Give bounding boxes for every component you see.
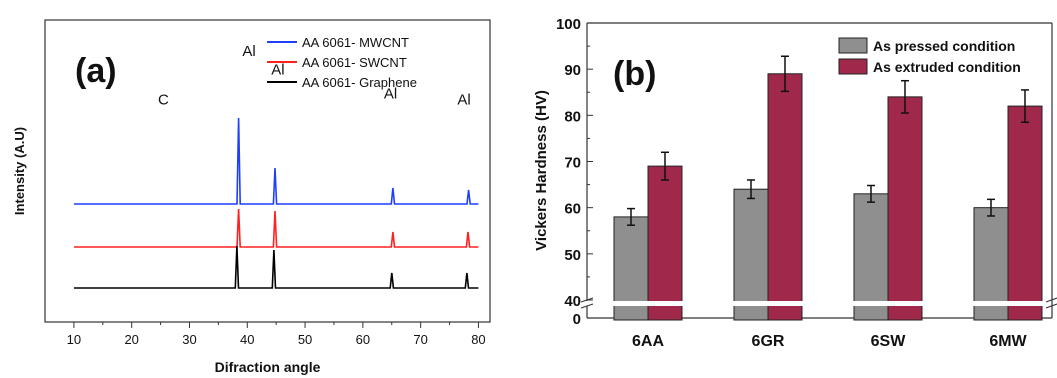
legend-label: AA 6061- SWCNT xyxy=(302,55,407,70)
legend-swatch xyxy=(838,58,868,75)
category-label: 6GR xyxy=(752,333,785,350)
x-tick-label: 10 xyxy=(67,332,81,347)
bar xyxy=(853,193,889,321)
category-label: 6MW xyxy=(989,333,1027,350)
x-tick-label: 30 xyxy=(182,332,196,347)
panel-label: (a) xyxy=(75,52,117,90)
x-tick-label: 80 xyxy=(471,332,485,347)
y-tick-label: 60 xyxy=(564,201,581,218)
legend-label: As pressed condition xyxy=(873,38,1015,54)
xrd-trace xyxy=(73,208,479,248)
peak-annotation: Al xyxy=(384,86,397,103)
xrd-chart: 10 20 30 40 50 60 70 80 Difraction angle Intensit… xyxy=(12,19,491,375)
peak-annotation: Al xyxy=(457,92,470,109)
legend-swatch xyxy=(838,37,868,54)
category-label: 6SW xyxy=(871,333,907,350)
x-tick-label: 70 xyxy=(413,332,427,347)
x-tick-label: 20 xyxy=(124,332,138,347)
x-tick-label: 60 xyxy=(356,332,370,347)
hardness-chart: 040 50 60 70 80 90 100 Vickers Hardness (HV) (b)… xyxy=(533,16,1057,350)
y-axis-label: Intensity (A.U) xyxy=(12,127,27,215)
peak-annotation: Al xyxy=(271,61,284,78)
y-tick-label: 100 xyxy=(556,16,581,33)
legend-label: AA 6061- Graphene xyxy=(302,75,417,90)
y-tick-label: 50 xyxy=(564,247,581,264)
peak-annotation: C xyxy=(158,92,169,109)
y-tick-label: 70 xyxy=(564,155,581,172)
x-tick-label: 40 xyxy=(240,332,254,347)
category-label: 6AA xyxy=(632,333,664,350)
y-tick-label: 40 xyxy=(564,293,581,310)
y-tick-label: 0 xyxy=(573,311,581,328)
x-tick-label: 50 xyxy=(298,332,312,347)
axis-break-mark xyxy=(1045,297,1057,309)
axis-break-gap xyxy=(589,301,1050,306)
axis-break-gap xyxy=(581,301,593,306)
bar xyxy=(887,96,923,321)
plot-frame xyxy=(44,19,491,323)
bar xyxy=(767,73,803,321)
y-axis-label: Vickers Hardness (HV) xyxy=(533,90,550,251)
bar xyxy=(647,165,683,321)
y-tick-label: 90 xyxy=(564,62,581,79)
legend-label: AA 6061- MWCNT xyxy=(302,35,409,50)
xrd-trace xyxy=(73,245,479,289)
axis-break-mark xyxy=(580,297,594,309)
bar xyxy=(1007,105,1043,321)
legend-label: As extruded condition xyxy=(873,59,1021,75)
bar xyxy=(733,188,769,321)
peak-annotation: Al xyxy=(242,43,255,60)
panel-label: (b) xyxy=(613,55,656,93)
x-axis-label: Difraction angle xyxy=(215,359,321,375)
y-tick-label: 80 xyxy=(564,108,581,125)
xrd-trace xyxy=(73,117,479,205)
